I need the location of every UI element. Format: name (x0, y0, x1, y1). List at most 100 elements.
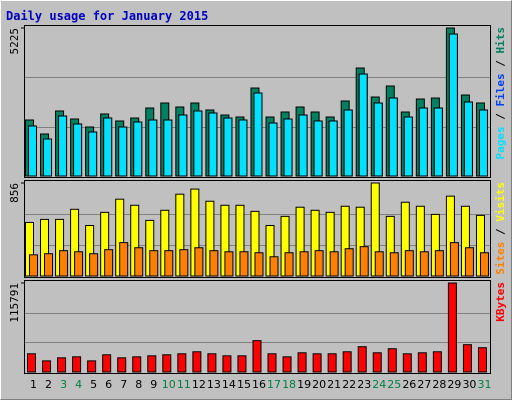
bar (223, 117, 233, 177)
bar (283, 118, 293, 177)
x-tick-label: 29 (447, 378, 461, 391)
legend-separator: / (494, 222, 507, 242)
x-tick-label: 20 (312, 378, 326, 391)
bar (417, 352, 427, 373)
bar (343, 109, 353, 177)
bar (163, 119, 173, 177)
bar (372, 352, 382, 373)
bar (297, 352, 307, 373)
bar (42, 360, 52, 373)
x-tick-label: 22 (342, 378, 356, 391)
bar (449, 242, 459, 277)
legend-entry: Visits (494, 182, 507, 222)
bar (253, 92, 263, 177)
bar (312, 353, 322, 373)
x-tick-label: 2 (45, 378, 52, 391)
bar (477, 347, 487, 373)
bar (238, 119, 248, 177)
x-tick-label: 18 (282, 378, 296, 391)
bar (269, 256, 279, 277)
bar (254, 252, 264, 277)
bar (118, 126, 128, 177)
x-tick-label: 6 (105, 378, 112, 391)
bar (133, 121, 143, 177)
bar (178, 114, 188, 177)
bar (388, 97, 398, 177)
bar (314, 250, 324, 277)
bar (208, 112, 218, 177)
legend-separator: / (494, 107, 507, 127)
bar (358, 73, 368, 177)
bar (58, 115, 68, 177)
chart-title: Daily usage for January 2015 (6, 9, 208, 23)
bar (88, 131, 98, 177)
bar (282, 356, 292, 373)
bar (192, 351, 202, 373)
bar (357, 346, 367, 373)
bar (342, 351, 352, 373)
bar (432, 351, 442, 373)
bar (479, 252, 489, 277)
x-tick-label: 27 (417, 378, 431, 391)
bar (222, 355, 232, 373)
bar (73, 123, 83, 177)
bar (403, 116, 413, 177)
bar (207, 353, 217, 373)
bar (57, 357, 67, 373)
legend-entry: KBytes (494, 282, 507, 322)
bar (359, 246, 369, 277)
x-tick-label: 31 (477, 378, 491, 391)
x-tick-label: 4 (75, 378, 82, 391)
bar (298, 114, 308, 177)
y-tick-label: 856 (8, 183, 21, 203)
x-tick-label: 16 (252, 378, 266, 391)
bar (102, 354, 112, 373)
bar (387, 348, 397, 373)
bar (89, 253, 99, 277)
x-tick-label: 26 (402, 378, 416, 391)
bar (313, 120, 323, 177)
bar (209, 250, 219, 277)
bar (267, 353, 277, 373)
bar (104, 249, 114, 277)
y-tick-label: 5225 (8, 28, 21, 55)
bar (389, 252, 399, 277)
bar (344, 248, 354, 277)
bar (148, 119, 158, 177)
bar (329, 251, 339, 277)
bar (327, 353, 337, 373)
x-tick-label: 12 (192, 378, 206, 391)
bar (149, 250, 159, 277)
x-tick-label: 7 (120, 378, 127, 391)
bar (463, 101, 473, 177)
bar (119, 242, 129, 277)
x-tick-label: 25 (387, 378, 401, 391)
x-tick-label: 19 (297, 378, 311, 391)
legend-separator: / (494, 54, 507, 74)
bar (103, 117, 113, 177)
x-tick-label: 17 (267, 378, 281, 391)
bar (194, 247, 204, 277)
bar (193, 110, 203, 177)
x-tick-label: 30 (462, 378, 476, 391)
x-tick-label: 3 (60, 378, 67, 391)
bar (433, 107, 443, 177)
x-tick-label: 13 (207, 378, 221, 391)
bar (418, 107, 428, 177)
x-tick-label: 5 (90, 378, 97, 391)
x-tick-label: 23 (357, 378, 371, 391)
bar (447, 282, 457, 373)
x-tick-label: 21 (327, 378, 341, 391)
bar (59, 250, 69, 277)
bar (268, 122, 278, 177)
bar (284, 252, 294, 277)
bar (252, 340, 262, 373)
x-tick-label: 1 (30, 378, 37, 391)
bar (224, 251, 234, 277)
bar (177, 353, 187, 373)
bar (147, 355, 157, 373)
y-tick-label: 115791 (8, 283, 21, 323)
x-tick-label: 8 (135, 378, 142, 391)
bar (464, 247, 474, 277)
